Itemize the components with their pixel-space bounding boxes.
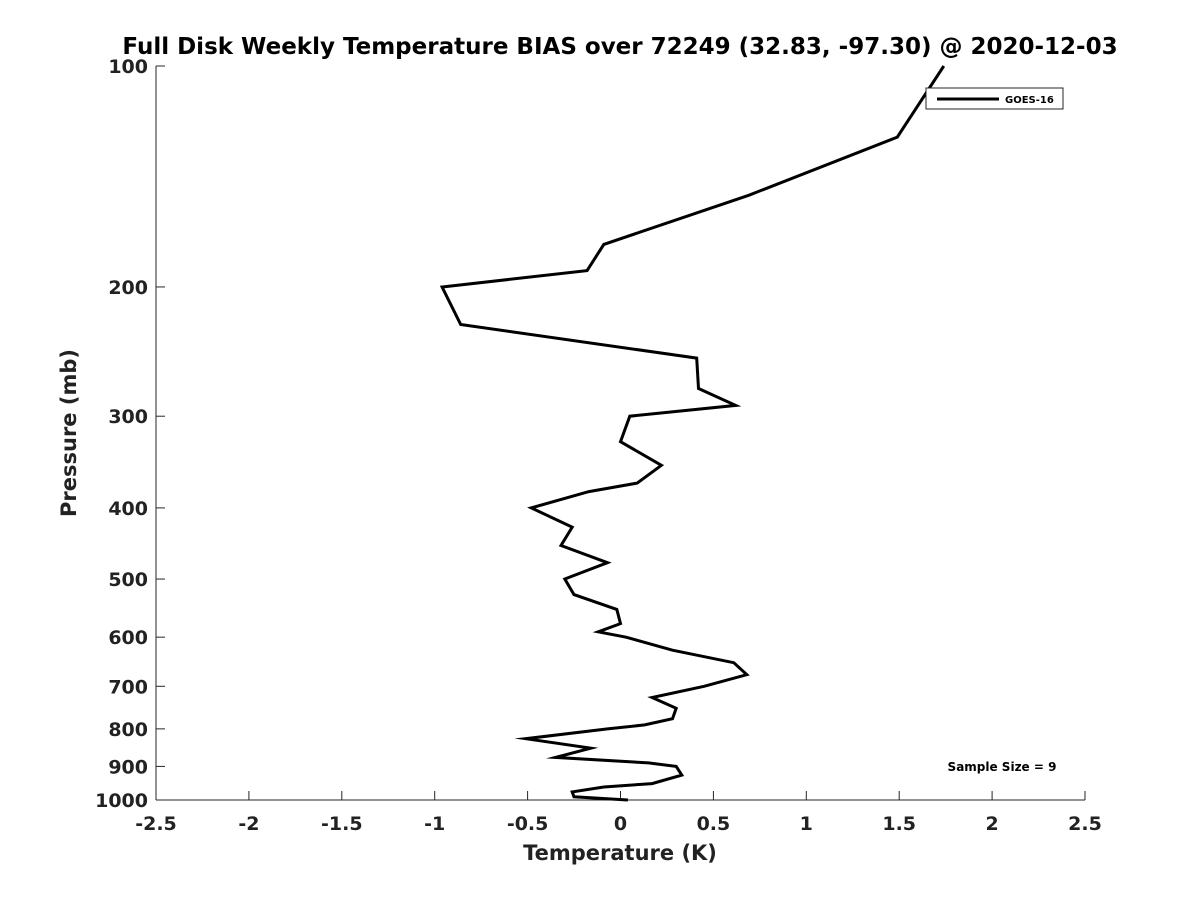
legend-label: GOES-16 xyxy=(1005,95,1054,106)
y-tick-label: 100 xyxy=(108,56,148,78)
x-tick-label: 0 xyxy=(614,813,627,835)
y-tick-label: 900 xyxy=(108,756,148,778)
y-tick-label: 500 xyxy=(108,569,148,591)
x-tick-label: 0.5 xyxy=(697,813,731,835)
series-layer xyxy=(439,65,946,802)
sample-size-annotation: Sample Size = 9 xyxy=(948,760,1057,774)
y-tick-label: 700 xyxy=(108,676,148,698)
series-line-goes-16 xyxy=(439,65,946,802)
y-tick-label: 800 xyxy=(108,719,148,741)
x-tick-label: -1.5 xyxy=(321,813,363,835)
y-tick-label: 300 xyxy=(108,406,148,428)
y-tick-label: 200 xyxy=(108,277,148,299)
x-tick-label: -1 xyxy=(424,813,445,835)
y-tick-label: 1000 xyxy=(95,790,148,812)
x-tick-label: -2.5 xyxy=(135,813,177,835)
x-tick-label: 2 xyxy=(985,813,998,835)
x-tick-label: -0.5 xyxy=(507,813,549,835)
y-axis-label: Pressure (mb) xyxy=(57,349,81,517)
x-axis-label: Temperature (K) xyxy=(523,841,717,865)
chart-title: Full Disk Weekly Temperature BIAS over 7… xyxy=(122,34,1117,60)
x-tick-label: 2.5 xyxy=(1068,813,1102,835)
y-tick-label: 400 xyxy=(108,498,148,520)
x-tick-label: 1 xyxy=(800,813,813,835)
x-tick-label: 1.5 xyxy=(882,813,916,835)
y-tick-label: 600 xyxy=(108,627,148,649)
plot-axes: -2.5 -2 -1.5 -1 -0.5 0 0.5 1 1.5 2 2.5 100 200 300 400… xyxy=(95,56,1102,835)
x-tick-label: -2 xyxy=(238,813,259,835)
legend: GOES-16 xyxy=(925,87,1064,110)
